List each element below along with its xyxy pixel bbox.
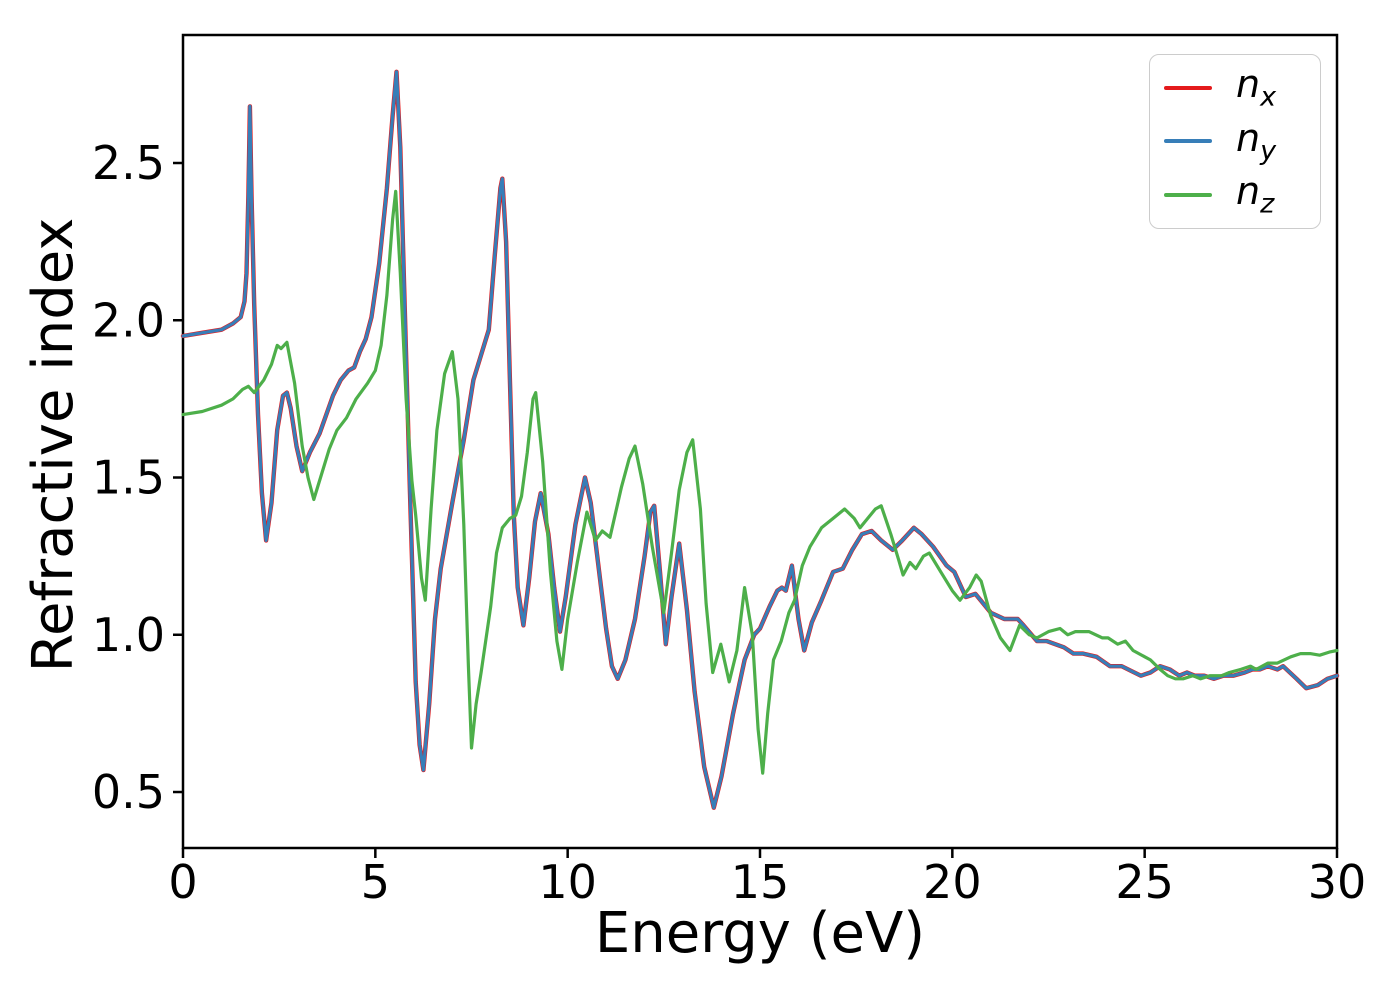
y-tick-label: 2.0 — [92, 293, 165, 347]
x-tick-label: 5 — [361, 855, 390, 909]
legend-entry-ny: ny — [1150, 115, 1320, 167]
y-tick-label: 1.5 — [92, 451, 165, 505]
y-tick-label: 1.0 — [92, 608, 165, 662]
y-axis-label: Refractive index — [21, 218, 86, 673]
y-axis-ticks: 0.5 1.0 1.5 2.0 2.5 — [92, 136, 183, 819]
legend-entry-nz: nz — [1150, 172, 1320, 218]
legend-label-nx: nx — [1236, 62, 1277, 113]
curve-nz — [181, 189, 1339, 775]
ny-line-swatch — [1164, 139, 1212, 144]
curve-ny — [181, 70, 1339, 810]
legend-entry-nx: nx — [1150, 65, 1320, 111]
y-tick-label: 0.5 — [92, 765, 165, 819]
x-tick-label: 20 — [923, 855, 982, 909]
nx-line-swatch — [1164, 85, 1212, 90]
nz-line-swatch — [1164, 193, 1212, 198]
legend: nx ny nz — [1149, 54, 1321, 229]
x-tick-label: 0 — [168, 855, 197, 909]
x-tick-label: 25 — [1115, 855, 1174, 909]
x-tick-label: 30 — [1308, 855, 1367, 909]
legend-label-ny: ny — [1236, 115, 1277, 167]
x-axis-label: Energy (eV) — [595, 901, 925, 966]
x-tick-label: 10 — [538, 855, 597, 909]
x-tick-label: 15 — [731, 855, 790, 909]
x-axis-ticks: 0 5 10 15 20 25 30 — [168, 848, 1366, 909]
legend-label-nz: nz — [1236, 169, 1275, 220]
y-tick-label: 2.5 — [92, 136, 165, 190]
curves-group — [180, 69, 1340, 810]
